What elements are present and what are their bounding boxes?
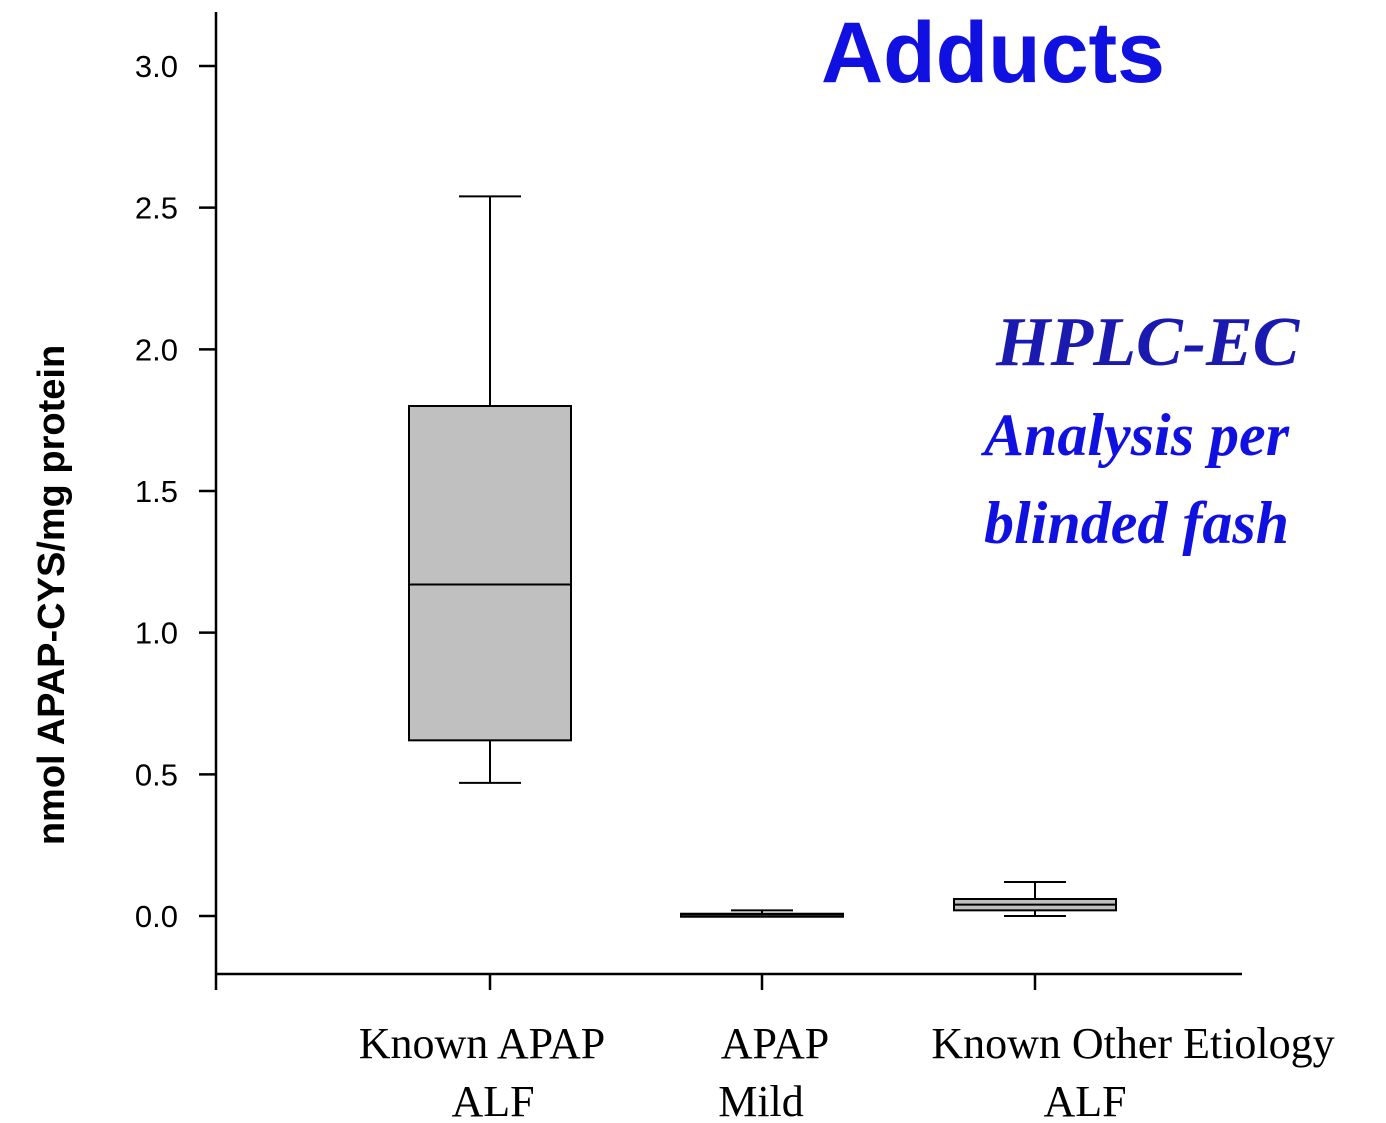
category-label-line1: APAP [721,1019,829,1068]
y-tick-label: 3.0 [135,49,178,84]
annotation-line-1: HPLC-EC [995,304,1301,381]
category-label-line2: ALF [451,1077,534,1123]
box-3 [954,882,1116,916]
y-axis-ticks: 0.0 0.5 1.0 1.5 2.0 2.5 3.0 [135,49,216,934]
box-2 [681,910,843,916]
box-1 [409,196,571,783]
x-axis-ticks [490,974,1035,990]
box-iqr [409,406,571,740]
category-label-line1: Known Other Etiology [931,1019,1334,1068]
annotation-line-2: Analysis per [980,402,1290,468]
annotation-line-3: blinded fash [984,490,1289,556]
y-tick-label: 1.0 [135,616,178,651]
y-tick-label: 2.5 [135,191,178,226]
y-tick-label: 1.5 [135,474,178,509]
category-labels: Known APAP ALF APAP Mild Known Other Etiolog… [359,1019,1335,1123]
y-tick-label: 0.0 [135,899,178,934]
y-axis-label: nmol APAP-CYS/mg protein [31,345,73,845]
category-label-line2: Mild [718,1077,804,1123]
y-tick-label: 0.5 [135,757,178,792]
annotation-text: HPLC-EC Analysis per blinded fash [980,304,1301,556]
category-label-line2: ALF [1043,1077,1126,1123]
category-label-line1: Known APAP [359,1019,606,1068]
y-tick-label: 2.0 [135,332,178,367]
chart-title: Adducts [821,5,1165,101]
